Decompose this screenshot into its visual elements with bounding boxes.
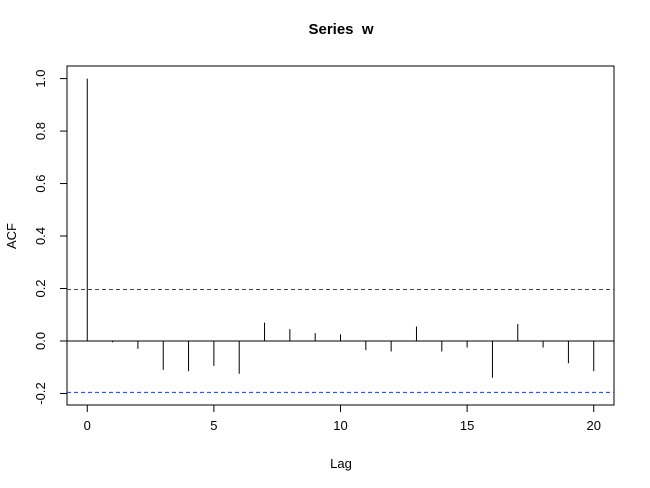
y-tick-label: 0.0 xyxy=(33,332,48,350)
y-tick-label: 1.0 xyxy=(33,70,48,88)
x-tick-label: 10 xyxy=(333,418,347,433)
y-tick-label: 0.8 xyxy=(33,122,48,140)
x-tick-label: 20 xyxy=(587,418,601,433)
x-tick-label: 0 xyxy=(84,418,91,433)
x-tick-label: 15 xyxy=(460,418,474,433)
y-tick-label: 0.4 xyxy=(33,227,48,245)
y-tick-label: 0.6 xyxy=(33,175,48,193)
x-tick-label: 5 xyxy=(210,418,217,433)
chart-title: Series w xyxy=(308,21,373,38)
x-axis-label: Lag xyxy=(330,456,352,471)
y-tick-label: -0.2 xyxy=(33,382,48,404)
y-tick-label: 0.2 xyxy=(33,279,48,297)
y-axis-label: ACF xyxy=(4,223,19,249)
plot-frame xyxy=(66,65,615,406)
